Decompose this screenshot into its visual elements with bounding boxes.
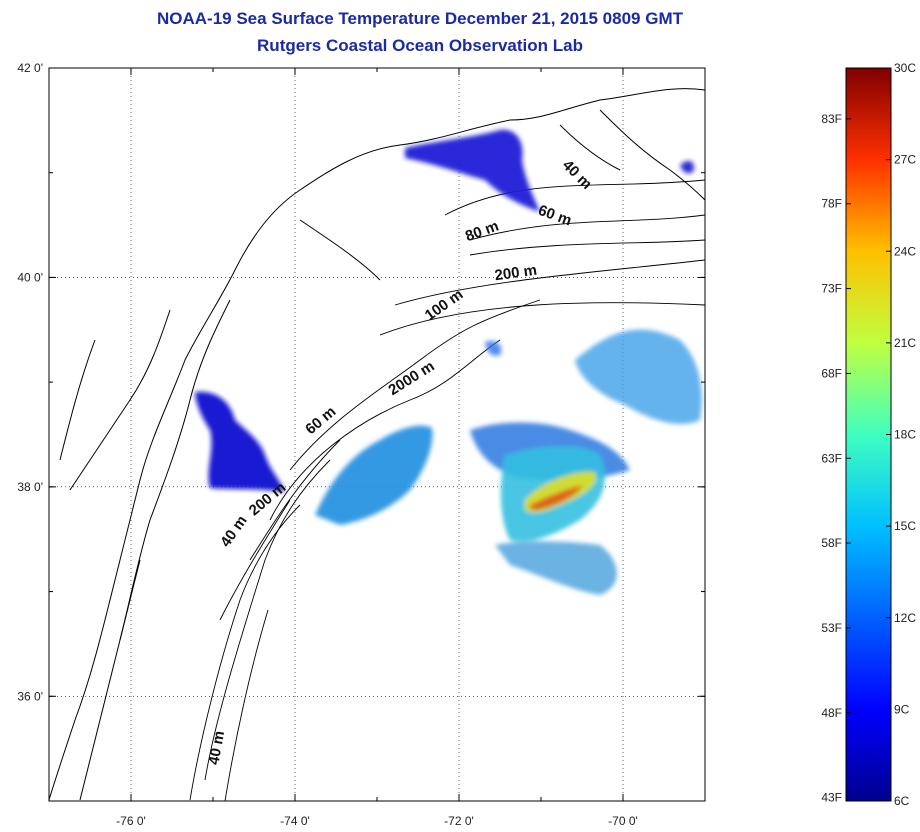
sst-patch-south (495, 541, 617, 595)
lon-tick-label: -74 0' (280, 814, 310, 828)
sst-patch-long-island-sound (405, 129, 540, 212)
colorbar-label-f: 73F (821, 282, 842, 296)
colorbar-label-f: 83F (821, 112, 842, 126)
colorbar-label-c: 9C (894, 702, 910, 716)
lon-tick-label: -72 0' (444, 814, 474, 828)
colorbar-label-f: 53F (821, 621, 842, 635)
axis-ticks: -76 0' -74 0' -72 0' -70 0' 42 0' 40 0' 38 0' 3… (17, 61, 706, 828)
sst-patch-east-maine (680, 160, 695, 174)
colorbar-label-c: 12C (894, 611, 916, 625)
colorbar-ticks: 30C 27C 24C 21C 18C 15C 12C 9C 6C 83F 78F 73F 68F 63F… (821, 61, 916, 808)
colorbar-label-c: 24C (894, 244, 916, 258)
map-title: NOAA-19 Sea Surface Temperature December… (157, 9, 683, 28)
sst-patches (195, 129, 702, 595)
map-subtitle: Rutgers Coastal Ocean Observation Lab (257, 36, 583, 55)
isobath-label: 40 m (205, 730, 228, 767)
isobath-lines (189, 179, 705, 801)
lat-tick-label: 36 0' (17, 689, 43, 703)
sst-patch-offshore-east (575, 329, 702, 425)
sst-patch-north-slope (485, 340, 502, 356)
lat-tick-label: 42 0' (17, 61, 43, 75)
colorbar-label-c: 30C (894, 61, 916, 75)
map-frame (48, 67, 706, 802)
colorbar-label-f: 43F (821, 791, 842, 805)
colorbar-label-f: 78F (821, 197, 842, 211)
sst-patch-offshore-west (315, 425, 433, 525)
colorbar-gradient (845, 67, 892, 802)
sst-patch-hot-core (530, 485, 582, 511)
colorbar-label-f: 68F (821, 366, 842, 380)
colorbar-label-c: 18C (894, 428, 916, 442)
lon-tick-label: -70 0' (608, 814, 638, 828)
colorbar-label-c: 21C (894, 336, 916, 350)
isobath-label: 200 m (494, 262, 538, 285)
lat-tick-label: 38 0' (17, 480, 43, 494)
colorbar-label-c: 6C (894, 794, 910, 808)
colorbar-label-c: 27C (894, 153, 916, 167)
lon-tick-label: -76 0' (116, 814, 146, 828)
colorbar-label-c: 15C (894, 519, 916, 533)
coastline (49, 88, 705, 801)
colorbar: 30C 27C 24C 21C 18C 15C 12C 9C 6C 83F 78F 73F 68F 63F… (821, 61, 916, 808)
lat-tick-label: 40 0' (17, 270, 43, 284)
colorbar-label-f: 58F (821, 536, 842, 550)
sst-patch-delaware-bay (195, 391, 285, 492)
colorbar-label-f: 63F (821, 451, 842, 465)
colorbar-label-f: 48F (821, 706, 842, 720)
